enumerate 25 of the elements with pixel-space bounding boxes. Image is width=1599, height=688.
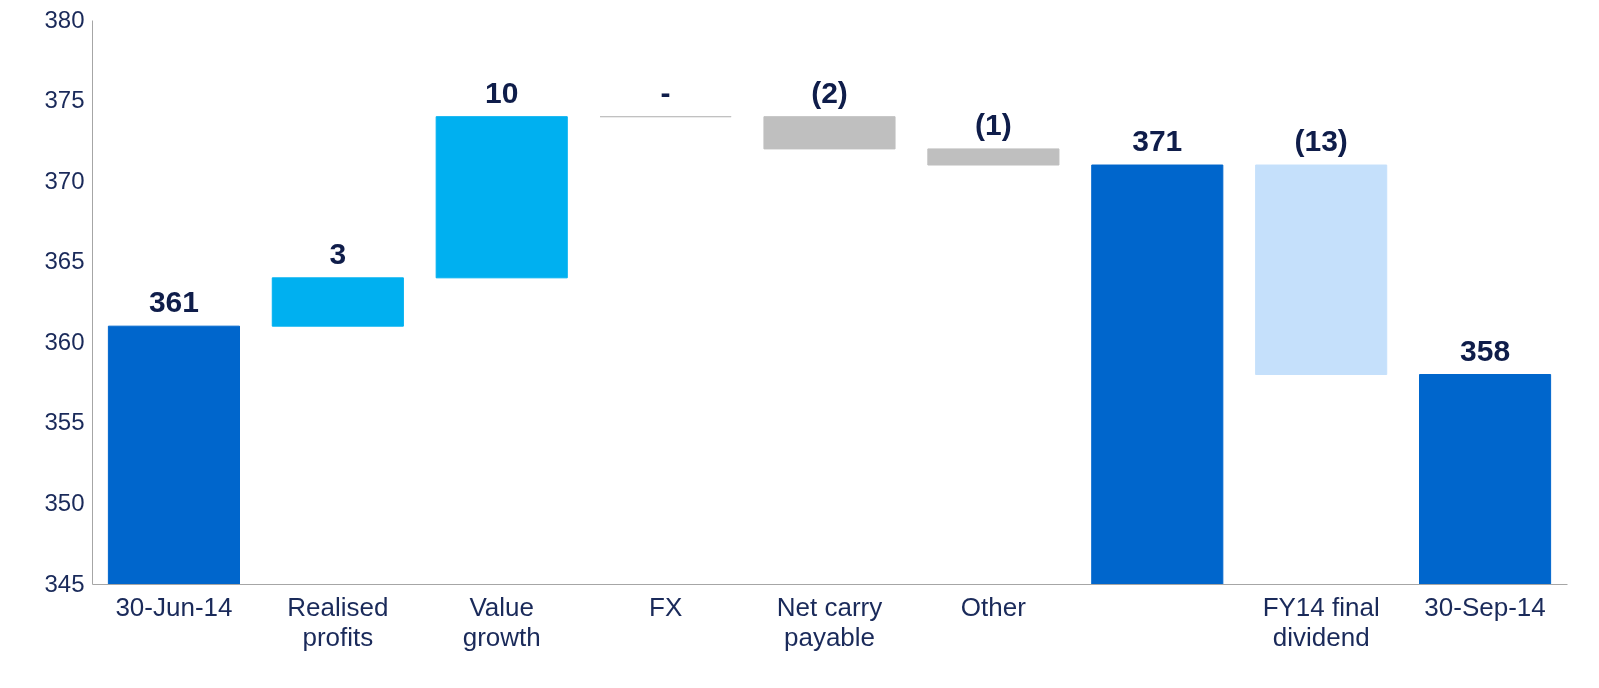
x-tick-label: Realised profits: [287, 591, 389, 652]
y-tick-label: 355: [44, 408, 85, 436]
x-tick-label: FY14 final dividend: [1262, 591, 1380, 652]
data-label: 371: [1132, 124, 1183, 158]
y-tick-label: 360: [44, 327, 85, 355]
x-tick-label: 30-Sep-14: [1424, 591, 1546, 622]
y-tick-label: 345: [44, 569, 85, 597]
data-label: (13): [1294, 124, 1348, 158]
data-label: 361: [148, 285, 199, 319]
data-label: (1): [975, 107, 1012, 141]
data-label: 3: [329, 236, 347, 270]
x-tick-label: Value growth: [462, 591, 541, 652]
y-tick-label: 380: [44, 5, 85, 33]
y-tick-label: 370: [44, 166, 85, 194]
x-tick-label: FX: [648, 591, 683, 622]
x-tick-label: Net carry payable: [776, 591, 883, 652]
data-label: 10: [485, 75, 519, 109]
data-label: (2): [811, 75, 848, 109]
y-tick-label: 375: [44, 86, 85, 114]
x-tick-label: Other: [960, 591, 1027, 622]
x-tick-label: 30-Jun-14: [115, 591, 233, 622]
data-label: -: [660, 75, 671, 109]
data-label: 358: [1460, 333, 1511, 367]
y-tick-label: 365: [44, 247, 85, 275]
y-tick-label: 350: [44, 488, 85, 516]
